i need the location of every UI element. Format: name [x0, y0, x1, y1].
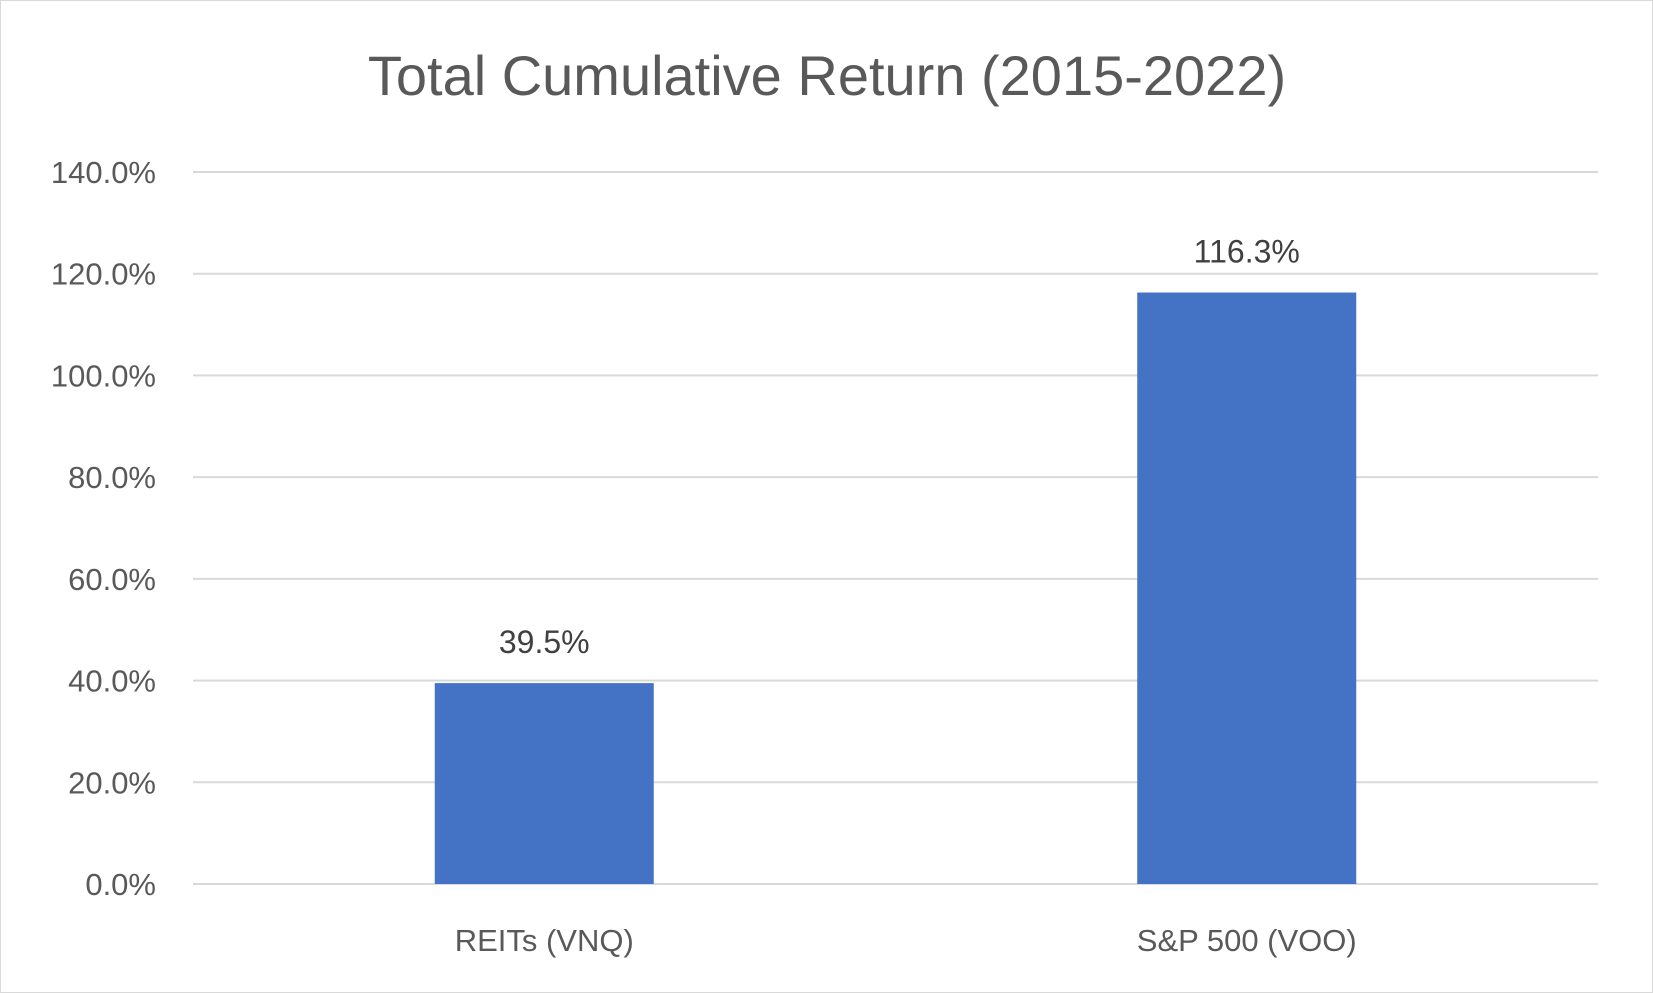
- category-labels: REITs (VNQ) S&P 500 (VOO): [455, 923, 1357, 958]
- bar: [1137, 292, 1357, 884]
- y-tick-label: 60.0%: [68, 562, 156, 597]
- data-label: 39.5%: [499, 624, 590, 660]
- data-labels: 39.5% 116.3%: [499, 234, 1300, 661]
- y-tick-label: 20.0%: [68, 765, 156, 800]
- category-label: S&P 500 (VOO): [1137, 923, 1357, 958]
- gridlines: [193, 171, 1598, 885]
- category-label: REITs (VNQ): [455, 923, 634, 958]
- y-tick-label: 80.0%: [68, 460, 156, 495]
- bar: [434, 683, 654, 884]
- data-label: 116.3%: [1194, 234, 1300, 270]
- y-axis-tick-labels: 0.0% 20.0% 40.0% 60.0% 80.0% 100.0% 120.0% 140.…: [51, 155, 156, 902]
- y-tick-label: 120.0%: [51, 257, 156, 292]
- y-tick-label: 140.0%: [51, 155, 156, 190]
- chart-title: Total Cumulative Return (2015-2022): [368, 44, 1286, 107]
- y-tick-label: 40.0%: [68, 664, 156, 699]
- y-tick-label: 0.0%: [85, 867, 156, 902]
- y-tick-label: 100.0%: [51, 358, 156, 393]
- bars: [434, 292, 1357, 884]
